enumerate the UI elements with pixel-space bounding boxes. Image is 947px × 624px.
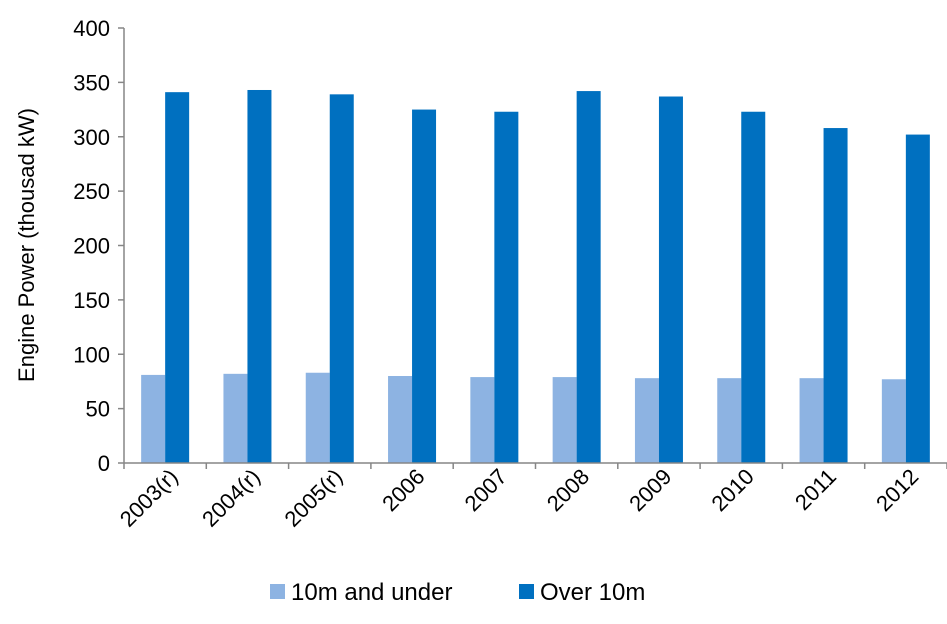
x-tick-label: 2005(r) xyxy=(279,464,347,532)
bar-over-10m xyxy=(658,96,683,463)
legend-label-over-10m: Over 10m xyxy=(540,579,645,606)
bar-over-10m xyxy=(412,109,437,463)
y-tick-label: 250 xyxy=(73,179,110,204)
x-tick-label: 2009 xyxy=(624,464,676,516)
x-tick-label: 2004(r) xyxy=(197,464,265,532)
bar-10m-and-under xyxy=(223,373,248,463)
bar-over-10m xyxy=(247,89,272,464)
y-axis-title: Engine Power (thousad kW) xyxy=(14,108,39,382)
bar-over-10m xyxy=(905,134,930,463)
bar-10m-and-under xyxy=(470,377,495,463)
y-tick-label: 300 xyxy=(73,125,110,150)
legend: 10m and under Over 10m xyxy=(270,579,645,606)
bar-over-10m xyxy=(576,91,601,463)
legend-swatch-over-10m xyxy=(519,584,534,599)
x-tick-label: 2008 xyxy=(542,464,594,516)
x-tick-label: 2003(r) xyxy=(115,464,183,532)
bar-over-10m xyxy=(329,94,354,464)
bar-over-10m xyxy=(165,92,190,463)
y-tick-label: 200 xyxy=(73,234,110,259)
y-tick-label: 350 xyxy=(73,70,110,95)
bar-10m-and-under xyxy=(141,374,166,463)
bar-over-10m xyxy=(823,128,848,464)
x-tick-label: 2010 xyxy=(706,464,758,516)
legend-swatch-10m-and-under xyxy=(270,584,285,599)
bar-10m-and-under xyxy=(881,379,906,463)
x-tick-label: 2012 xyxy=(871,464,923,516)
legend-label-10m-and-under: 10m and under xyxy=(291,579,452,606)
bar-10m-and-under xyxy=(717,378,742,463)
bar-over-10m xyxy=(741,111,766,464)
bars xyxy=(141,89,930,464)
y-tick-label: 400 xyxy=(73,16,110,41)
y-tick-label: 50 xyxy=(86,397,110,422)
bar-over-10m xyxy=(494,111,519,464)
bar-10m-and-under xyxy=(634,378,659,463)
x-tick-label: 2006 xyxy=(377,464,429,516)
x-axis-ticks: 2003(r) 2004(r) 2005(r) 2006 2007 2008 2009 201… xyxy=(115,463,947,532)
y-tick-label: 0 xyxy=(98,451,110,476)
x-tick-label: 2011 xyxy=(790,464,841,515)
bar-10m-and-under xyxy=(388,376,413,463)
bar-10m-and-under xyxy=(799,378,824,463)
y-tick-label: 100 xyxy=(73,342,110,367)
bar-10m-and-under xyxy=(552,377,577,463)
bar-10m-and-under xyxy=(305,372,330,463)
x-tick-label: 2007 xyxy=(460,464,512,516)
y-axis-ticks: 0 50 100 150 200 250 300 350 400 xyxy=(73,16,124,476)
y-tick-label: 150 xyxy=(73,288,110,313)
